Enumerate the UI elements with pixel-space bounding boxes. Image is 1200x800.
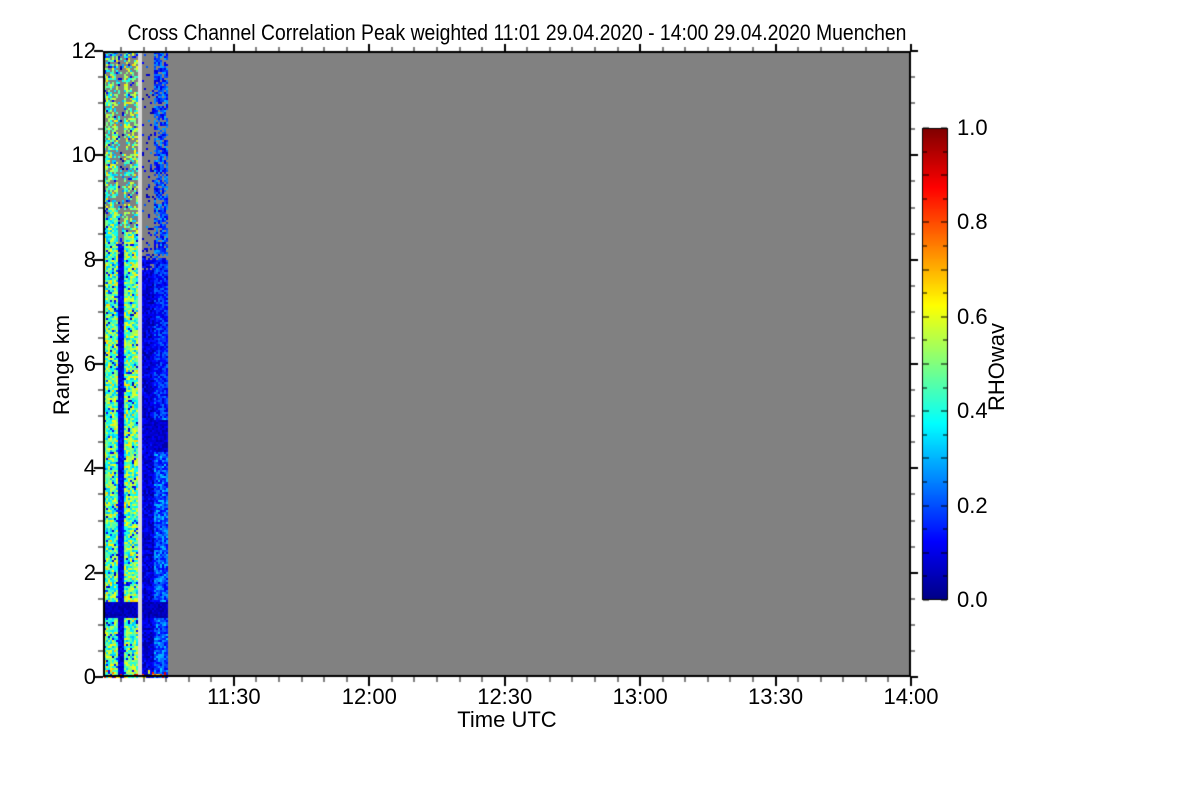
colorbar-tick-label: 0.0 [957,587,988,612]
x-axis-title: Time UTC [457,707,557,732]
colorbar-tick-label: 1.0 [957,115,988,140]
colorbar-tick-label: 0.4 [957,398,988,424]
chart-title: Cross Channel Correlation Peak weighted … [127,20,907,45]
colorbar-tick-label: 0.2 [957,492,988,518]
y-tick-label: 12 [71,38,96,63]
y-tick-label: 6 [83,351,96,376]
x-tick-label: 13:30 [748,684,804,709]
y-tick-label: 8 [83,246,96,272]
x-tick-label: 14:00 [883,684,939,709]
colorbar-title: RHOwav [984,323,1009,412]
y-tick-label: 4 [83,455,96,481]
x-tick-label: 12:30 [477,684,533,709]
y-tick-label: 10 [71,142,96,168]
colorbar-tick-label: 0.8 [957,209,988,235]
x-tick-label: 13:00 [612,684,668,709]
y-tick-label: 2 [83,559,96,585]
x-tick-label: 11:30 [207,684,261,709]
y-tick-label: 0 [83,664,96,689]
x-tick-label: 12:00 [341,684,397,709]
colorbar-tick-label: 0.6 [957,303,988,329]
